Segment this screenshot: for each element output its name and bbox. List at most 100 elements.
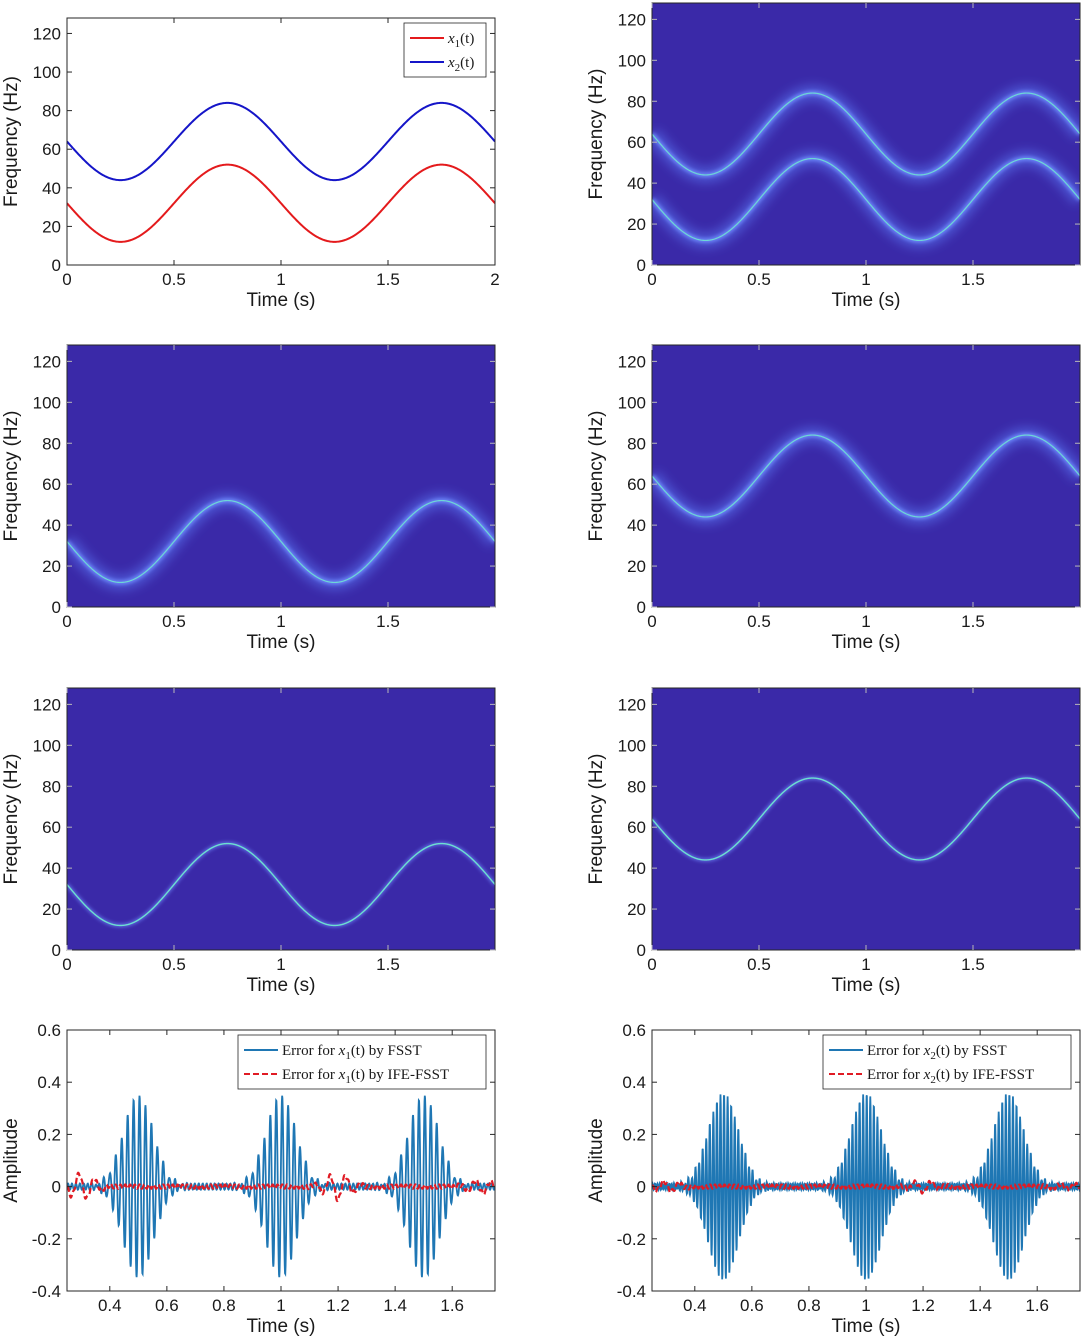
ridge-1	[652, 92, 1080, 176]
plot-area	[67, 1095, 495, 1278]
x-axis-label: Time (s)	[832, 1316, 901, 1337]
y-tick-label: 100	[33, 63, 61, 82]
x-tick-label: 0	[647, 955, 656, 974]
x-tick-label: 0	[62, 612, 71, 631]
y-tick-label: 120	[33, 695, 61, 714]
x-tick-label: 1.6	[1025, 1296, 1049, 1315]
y-tick-label: 120	[33, 352, 61, 371]
x-tick-label: 1.4	[383, 1296, 407, 1315]
x-tick-label: 0.5	[162, 955, 186, 974]
legend-box	[403, 22, 487, 78]
series-line-1	[67, 163, 495, 243]
y-tick-label: 40	[627, 516, 646, 535]
y-tick-label: 0	[637, 1178, 646, 1197]
x-tick-label: 2	[490, 270, 499, 289]
y-tick-label: 100	[33, 736, 61, 755]
x-tick-label: 0.5	[747, 612, 771, 631]
y-axis-label: Amplitude	[586, 1118, 607, 1203]
series-line-1	[652, 1094, 1080, 1280]
y-tick-label: 60	[627, 818, 646, 837]
x-tick-label: 0	[647, 612, 656, 631]
y-tick-label: 80	[627, 434, 646, 453]
y-tick-label: 100	[618, 736, 646, 755]
y-tick-label: 0	[52, 1178, 61, 1197]
legend-box	[237, 1034, 487, 1090]
x-tick-label: 0.6	[740, 1296, 764, 1315]
x-tick-label: 0.5	[747, 270, 771, 289]
y-tick-label: 0	[637, 256, 646, 275]
y-tick-label: 80	[627, 777, 646, 796]
x-tick-label: 0.8	[212, 1296, 236, 1315]
y-tick-label: -0.4	[32, 1282, 61, 1301]
x-tick-label: 1.5	[961, 955, 985, 974]
legend-label-1: Error for x1(t) by FSST	[282, 1043, 422, 1062]
y-tick-label: 0.2	[622, 1125, 646, 1144]
plot-area	[652, 776, 1080, 862]
plot-area	[67, 101, 495, 243]
x-tick-label: 1	[276, 955, 285, 974]
y-axis-label: Frequency (Hz)	[586, 411, 607, 542]
legend-label-1: Error for x2(t) by FSST	[867, 1043, 1007, 1062]
y-tick-label: 20	[627, 557, 646, 576]
series-line-2	[67, 1171, 495, 1203]
x-tick-label: 1.5	[376, 612, 400, 631]
y-tick-label: 40	[42, 179, 61, 198]
y-tick-label: 20	[42, 900, 61, 919]
y-tick-label: 0	[52, 598, 61, 617]
legend-label-2: x2(t)	[447, 55, 474, 74]
x-axis-label: Time (s)	[832, 632, 901, 653]
y-tick-label: 80	[42, 102, 61, 121]
x-tick-label: 1	[276, 270, 285, 289]
y-tick-label: 60	[627, 133, 646, 152]
y-tick-label: 20	[627, 900, 646, 919]
y-tick-label: 100	[618, 51, 646, 70]
plot-area	[652, 85, 1080, 249]
ridge-0	[652, 777, 1080, 861]
panel-lower-right: 0 0.5 1 1.5 0 20 40 60 80 100 120 Time (s) Frequency…	[586, 687, 1081, 996]
plot-area	[67, 841, 495, 928]
legend: Error for x2(t) by FSST Error for x2(t) b…	[822, 1034, 1072, 1090]
y-tick-label: 80	[627, 92, 646, 111]
panel-middle-left: 0 0.5 1 1.5 0 20 40 60 80 100 120 Time (s) Frequency…	[1, 344, 496, 653]
plot-background	[67, 345, 495, 607]
y-tick-label: 80	[42, 777, 61, 796]
x-tick-label: 1.2	[326, 1296, 350, 1315]
legend-label-1: x1(t)	[447, 31, 474, 50]
y-tick-label: -0.4	[617, 1282, 646, 1301]
x-tick-label: 1	[861, 612, 870, 631]
y-tick-label: -0.2	[32, 1230, 61, 1249]
ridge-0	[67, 842, 495, 927]
y-tick-label: 100	[33, 393, 61, 412]
y-axis-label: Frequency (Hz)	[586, 754, 607, 885]
x-tick-label: 0.4	[683, 1296, 707, 1315]
y-axis-label: Frequency (Hz)	[1, 76, 22, 207]
y-tick-label: 0	[52, 256, 61, 275]
y-tick-label: 120	[618, 10, 646, 29]
y-tick-label: 80	[42, 434, 61, 453]
x-tick-label: 0.5	[747, 955, 771, 974]
legend-label-2: Error for x2(t) by IFE-FSST	[867, 1067, 1034, 1086]
y-tick-label: 100	[618, 393, 646, 412]
ridge-0	[652, 434, 1080, 518]
y-axis-label: Frequency (Hz)	[586, 69, 607, 200]
series-line-2	[652, 1178, 1080, 1195]
x-tick-label: 1.4	[968, 1296, 992, 1315]
x-tick-label: 0.5	[162, 270, 186, 289]
x-axis-label: Time (s)	[247, 1316, 316, 1337]
x-axis-label: Time (s)	[832, 975, 901, 996]
x-tick-label: 0	[647, 270, 656, 289]
y-tick-label: 0.4	[37, 1073, 61, 1092]
y-tick-label: 0	[52, 941, 61, 960]
x-axis-label: Time (s)	[247, 290, 316, 311]
ridge-0	[652, 157, 1080, 242]
y-axis-label: Amplitude	[1, 1118, 22, 1203]
panel-top-right: 0 0.5 1 1.5 0 20 40 60 80 100 120 Time (s) Frequency…	[586, 2, 1081, 311]
y-tick-label: 120	[618, 352, 646, 371]
y-tick-label: 40	[42, 516, 61, 535]
y-tick-label: 60	[627, 475, 646, 494]
y-tick-label: 0.6	[622, 1021, 646, 1040]
y-tick-label: -0.2	[617, 1230, 646, 1249]
x-tick-label: 1	[861, 955, 870, 974]
x-tick-label: 0	[62, 270, 71, 289]
